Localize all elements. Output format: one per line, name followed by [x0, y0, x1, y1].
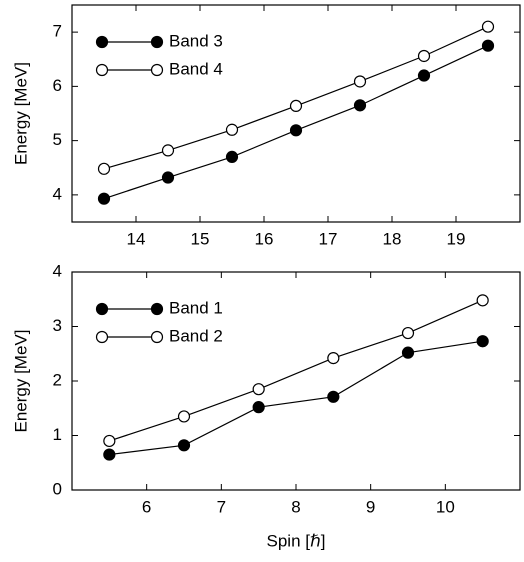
data-point: [417, 69, 431, 82]
data-point: [481, 20, 495, 33]
legend-marker: [150, 330, 164, 344]
data-point: [327, 390, 340, 403]
data-point: [353, 75, 367, 88]
data-point: [97, 162, 111, 175]
data-point: [225, 123, 239, 136]
y-tick-label: 5: [53, 130, 62, 149]
data-point: [353, 99, 367, 112]
legend-label: Band 3: [169, 31, 223, 50]
data-point: [476, 335, 489, 348]
x-tick-label: 14: [127, 229, 146, 248]
legend-marker: [150, 63, 164, 77]
data-point: [103, 434, 116, 448]
data-point: [417, 49, 431, 63]
y-tick-label: 3: [53, 316, 62, 335]
legend-marker: [95, 63, 109, 77]
x-axis-label: Spin [ℏ]: [267, 531, 326, 550]
x-tick-label: 7: [217, 497, 226, 516]
legend-label: Band 1: [169, 298, 223, 317]
y-tick-label: 4: [53, 261, 62, 280]
legend-marker: [95, 302, 109, 316]
data-point: [481, 39, 495, 52]
legend-label: Band 2: [169, 326, 223, 345]
y-tick-label: 2: [53, 370, 62, 389]
y-tick-label: 7: [53, 22, 62, 41]
data-point: [476, 294, 489, 307]
x-tick-label: 15: [191, 229, 210, 248]
series-line: [103, 26, 489, 170]
data-point: [177, 410, 191, 423]
x-tick-label: 6: [142, 497, 151, 516]
plot-frame: [71, 271, 521, 491]
y-tick-label: 0: [53, 479, 62, 498]
data-point: [97, 192, 111, 205]
y-axis-label: Energy [MeV]: [11, 62, 30, 165]
data-point: [161, 171, 175, 184]
data-point: [103, 448, 116, 461]
legend-marker: [95, 330, 109, 344]
series-line: [109, 299, 483, 442]
data-point: [252, 401, 265, 414]
x-tick-label: 17: [319, 229, 338, 248]
data-point: [177, 439, 191, 452]
data-point: [161, 144, 175, 157]
data-point: [401, 326, 415, 340]
x-tick-label: 18: [383, 229, 402, 248]
data-point: [327, 352, 340, 365]
data-point: [401, 346, 415, 359]
x-tick-label: 8: [291, 497, 300, 516]
data-point: [289, 124, 303, 137]
legend-label: Band 4: [169, 59, 223, 78]
x-tick-label: 19: [447, 229, 466, 248]
y-axis-label: Energy [MeV]: [11, 330, 30, 433]
data-point: [252, 383, 265, 396]
legend-marker: [150, 35, 164, 49]
y-tick-label: 1: [53, 425, 62, 444]
y-tick-label: 4: [53, 184, 62, 203]
x-tick-label: 16: [255, 229, 274, 248]
legend-marker: [95, 35, 109, 49]
plot-frame: [71, 4, 521, 223]
data-point: [225, 150, 239, 163]
x-tick-label: 9: [366, 497, 375, 516]
y-tick-label: 6: [53, 76, 62, 95]
legend-marker: [150, 302, 164, 316]
data-point: [289, 99, 303, 113]
x-tick-label: 10: [436, 497, 455, 516]
series-line: [109, 340, 483, 456]
